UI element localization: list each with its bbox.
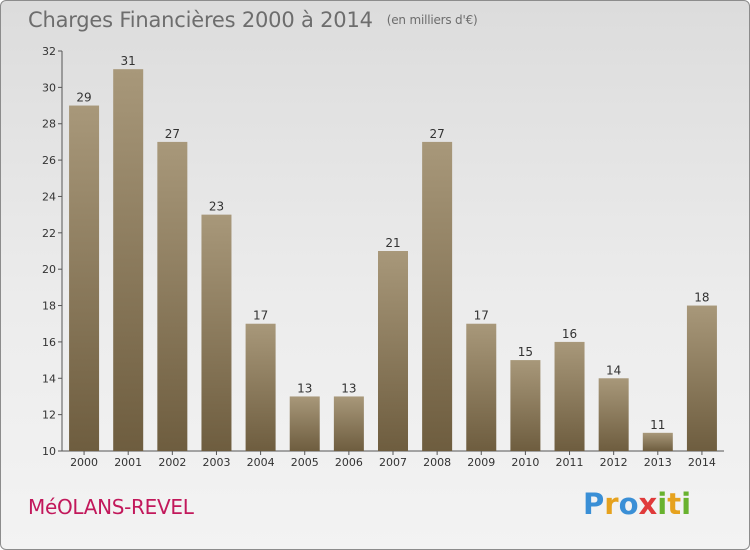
x-tick-label: 2008 — [423, 456, 451, 469]
y-tick-label: 28 — [42, 118, 56, 131]
x-tick-label: 2003 — [202, 456, 230, 469]
x-tick-label: 2012 — [600, 456, 628, 469]
bar — [378, 251, 408, 451]
proxiti-logo: Proxiti — [583, 487, 691, 521]
chart-title: Charges Financières 2000 à 2014 (en milli… — [28, 8, 478, 32]
logo-letter: r — [604, 487, 619, 521]
logo-letter: x — [638, 487, 658, 521]
x-tick-label: 2014 — [688, 456, 716, 469]
location-name: MéOLANS-REVEL — [28, 495, 194, 519]
x-tick-label: 2007 — [379, 456, 407, 469]
logo-letter: P — [583, 487, 605, 521]
bar — [245, 323, 276, 451]
bar — [157, 141, 188, 451]
y-tick-label: 32 — [42, 45, 56, 58]
bar — [113, 69, 144, 451]
bar-value-label: 23 — [209, 200, 224, 214]
logo-letter: i — [681, 487, 692, 521]
bar-value-label: 27 — [165, 127, 180, 141]
bar — [554, 341, 585, 451]
bar-value-label: 21 — [385, 236, 400, 250]
logo-letter: t — [667, 487, 682, 521]
y-tick-label: 10 — [42, 445, 56, 458]
bar — [510, 360, 541, 451]
x-tick-label: 2000 — [70, 456, 98, 469]
logo-letter: i — [657, 487, 668, 521]
bar-value-label: 11 — [650, 418, 665, 432]
bar-value-label: 17 — [253, 309, 268, 323]
bar — [422, 141, 453, 451]
bar-value-label: 13 — [297, 381, 312, 395]
bar-value-label: 13 — [341, 381, 356, 395]
logo-letter: o — [618, 487, 639, 521]
x-tick-label: 2002 — [158, 456, 186, 469]
bar — [201, 214, 232, 451]
x-tick-label: 2013 — [644, 456, 672, 469]
y-tick-label: 16 — [42, 336, 56, 349]
x-tick-label: 2004 — [247, 456, 275, 469]
y-tick-label: 24 — [42, 190, 56, 203]
bar-value-label: 27 — [429, 127, 444, 141]
x-tick-label: 2011 — [556, 456, 584, 469]
bar-value-label: 18 — [694, 291, 709, 305]
x-tick-label: 2009 — [467, 456, 495, 469]
bar — [466, 323, 497, 451]
bar — [69, 105, 100, 451]
bar-value-label: 31 — [121, 54, 136, 68]
bar-value-label: 29 — [76, 91, 91, 105]
x-tick-label: 2006 — [335, 456, 363, 469]
bar — [333, 396, 364, 451]
bar-value-label: 17 — [474, 309, 489, 323]
y-tick-label: 12 — [42, 409, 56, 422]
bar — [642, 432, 673, 451]
x-tick-label: 2005 — [291, 456, 319, 469]
chart-title-text: Charges Financières 2000 à 2014 — [28, 8, 373, 32]
y-tick-label: 30 — [42, 81, 56, 94]
bar-value-label: 14 — [606, 363, 621, 377]
y-tick-label: 18 — [42, 300, 56, 313]
bar — [289, 396, 320, 451]
bar — [686, 305, 717, 451]
bar-value-label: 15 — [518, 345, 533, 359]
plot-area: 10 12 14 16 18 20 22 24 26 28 30 32 29 2000 31 2001 27 20… — [42, 45, 724, 469]
x-tick-label: 2001 — [114, 456, 142, 469]
y-tick-label: 26 — [42, 154, 56, 167]
y-tick-label: 22 — [42, 227, 56, 240]
x-tick-label: 2010 — [511, 456, 539, 469]
bar-value-label: 16 — [562, 327, 577, 341]
bar — [598, 378, 629, 451]
chart-subtitle: (en milliers d'€) — [386, 13, 478, 27]
y-tick-label: 14 — [42, 372, 56, 385]
y-tick-label: 20 — [42, 263, 56, 276]
